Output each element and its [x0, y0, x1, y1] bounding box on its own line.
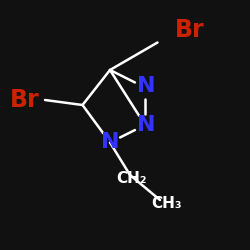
- Text: N: N: [137, 76, 156, 96]
- Text: CH₃: CH₃: [151, 196, 182, 211]
- Text: N: N: [101, 132, 119, 152]
- Text: Br: Br: [10, 88, 40, 112]
- Text: Br: Br: [175, 18, 205, 42]
- Text: N: N: [137, 115, 156, 135]
- Text: CH₂: CH₂: [116, 171, 146, 186]
